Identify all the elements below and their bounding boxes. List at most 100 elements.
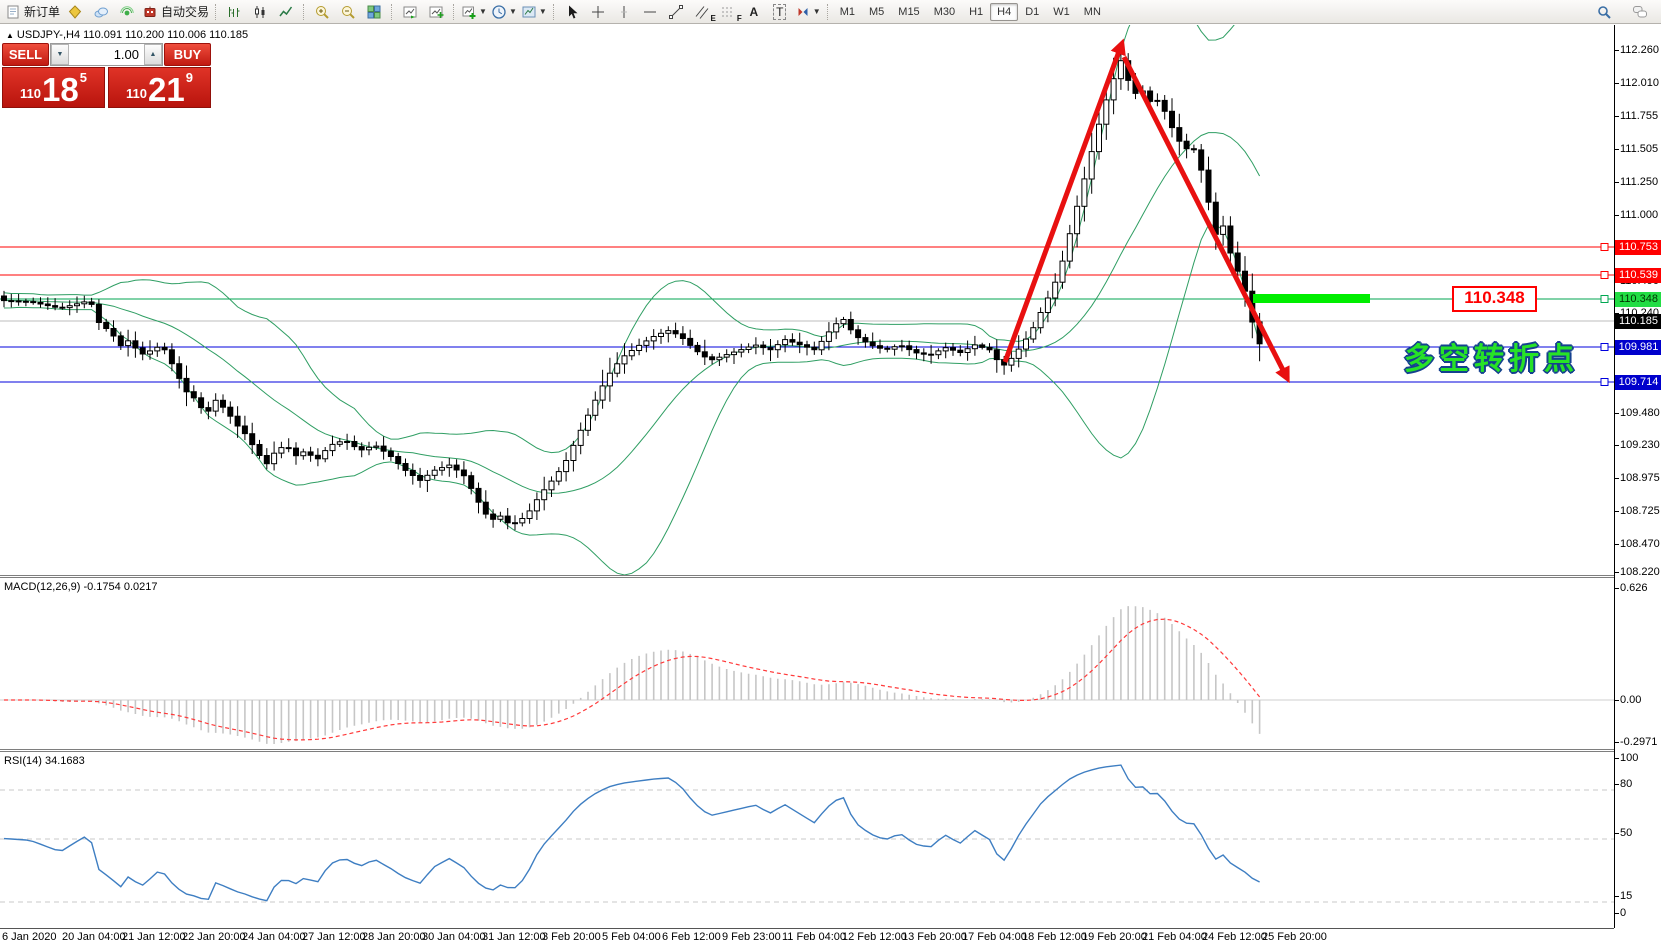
price-badge-109.981: 109.981 <box>1615 339 1661 355</box>
price-tick-dash <box>1614 215 1619 216</box>
rsi-tick-dash <box>1614 913 1619 914</box>
rsi-tick: 0 <box>1620 907 1627 919</box>
macd-separator[interactable] <box>0 575 1614 576</box>
macd-tick-dash <box>1614 588 1619 589</box>
autotrading-button[interactable]: 自动交易 <box>140 2 211 22</box>
rsi-tick-dash <box>1614 784 1619 785</box>
main-chart[interactable] <box>0 25 1614 576</box>
crosshair-button[interactable] <box>585 2 611 22</box>
buy-price-button[interactable]: 110 21 9 <box>108 67 211 108</box>
tf-m5-label: M5 <box>869 5 885 18</box>
time-label: 27 Jan 12:00 <box>302 931 366 943</box>
line-chart-button[interactable] <box>273 2 299 22</box>
tf-w1[interactable]: W1 <box>1046 3 1077 21</box>
price-tick: 108.470 <box>1620 538 1660 550</box>
time-label: 6 Jan 2020 <box>2 931 57 943</box>
periods-button-dropdown-icon[interactable]: ▼ <box>508 7 517 16</box>
trendline-button[interactable] <box>663 2 689 22</box>
volume-box: ▼ ▲ <box>50 43 163 66</box>
time-label: 28 Jan 20:00 <box>362 931 426 943</box>
sell-button[interactable]: SELL <box>2 43 49 66</box>
zoom-out-button[interactable] <box>335 2 361 22</box>
price-tick: 108.975 <box>1620 472 1660 484</box>
chat-button[interactable] <box>1627 2 1653 22</box>
tf-m30-label: M30 <box>933 5 956 18</box>
templates-button[interactable]: ▼ <box>519 2 549 22</box>
market-depth-icon[interactable] <box>62 2 88 22</box>
time-label: 5 Feb 04:00 <box>602 931 661 943</box>
new-order-button[interactable]: 新订单 <box>3 2 62 22</box>
zoom-in-button[interactable] <box>309 2 335 22</box>
tf-m1[interactable]: M1 <box>833 3 862 21</box>
time-label: 13 Feb 20:00 <box>902 931 967 943</box>
cursor-button[interactable] <box>559 2 585 22</box>
price-badge-110.753: 110.753 <box>1615 239 1661 255</box>
volume-decrease-button[interactable]: ▼ <box>51 44 69 65</box>
time-axis-border <box>0 928 1614 929</box>
periods-button[interactable]: ▼ <box>489 2 519 22</box>
volume-increase-button[interactable]: ▲ <box>144 44 162 65</box>
one-click-trade-panel: SELL ▼ ▲ BUY 110 18 5 110 21 9 <box>2 43 211 108</box>
tf-w1-label: W1 <box>1053 5 1070 18</box>
symbol-info: ▲ USDJPY-,H4 110.091 110.200 110.006 110.… <box>6 29 248 41</box>
toolbar-separator <box>552 3 555 20</box>
time-label: 22 Jan 20:00 <box>182 931 246 943</box>
price-tick: 111.505 <box>1620 143 1659 155</box>
tf-h1[interactable]: H1 <box>962 3 990 21</box>
rsi-separator[interactable] <box>0 749 1614 750</box>
templates-button-dropdown-icon[interactable]: ▼ <box>538 7 547 16</box>
time-label: 21 Feb 04:00 <box>1142 931 1207 943</box>
horizontal-line-button[interactable] <box>637 2 663 22</box>
time-label: 25 Feb 20:00 <box>1262 931 1327 943</box>
label-tool-button[interactable]: T <box>767 2 793 22</box>
community-icon[interactable] <box>88 2 114 22</box>
tf-m30[interactable]: M30 <box>927 3 962 21</box>
search-button[interactable] <box>1591 2 1617 22</box>
chinese-annotation[interactable]: 多空转折点 <box>1404 343 1579 376</box>
chart-shift-button[interactable] <box>423 2 449 22</box>
candle-chart-button[interactable] <box>247 2 273 22</box>
rsi-separator-2 <box>0 751 1614 752</box>
auto-scroll-button[interactable] <box>397 2 423 22</box>
fibonacci-button[interactable]: F <box>715 2 742 23</box>
tile-windows-button[interactable] <box>361 2 387 22</box>
price-tick: 111.250 <box>1620 176 1659 188</box>
buy-button[interactable]: BUY <box>164 43 211 66</box>
price-tick-dash <box>1614 50 1619 51</box>
price-badge-110.348: 110.348 <box>1615 291 1661 307</box>
price-tick-dash <box>1614 478 1619 479</box>
time-label: 11 Feb 04:00 <box>782 931 847 943</box>
price-badge-110.185: 110.185 <box>1615 313 1661 329</box>
symbol-ohlc-text: USDJPY-,H4 110.091 110.200 110.006 110.1… <box>16 29 249 41</box>
time-label: 3 Feb 20:00 <box>542 931 601 943</box>
tf-h4-label: H4 <box>997 5 1012 18</box>
tf-mn[interactable]: MN <box>1077 3 1108 21</box>
volume-input[interactable] <box>69 44 144 65</box>
arrows-button[interactable]: ▼ <box>793 2 823 22</box>
tf-d1[interactable]: D1 <box>1018 3 1046 21</box>
indicators-button[interactable]: ▼ <box>459 2 489 22</box>
symbol-marker-icon: ▲ <box>6 31 14 40</box>
sell-price-button[interactable]: 110 18 5 <box>2 67 105 108</box>
price-tick: 109.480 <box>1620 407 1660 419</box>
tf-m15[interactable]: M15 <box>891 3 926 21</box>
tf-m1-label: M1 <box>839 5 855 18</box>
tf-m5[interactable]: M5 <box>862 3 891 21</box>
price-annotation-box[interactable]: 110.348 <box>1452 286 1537 312</box>
rsi-tick-dash <box>1614 896 1619 897</box>
vertical-line-button[interactable] <box>611 2 637 22</box>
macd-label: MACD(12,26,9) -0.1754 0.0217 <box>4 581 158 593</box>
rsi-pane[interactable] <box>0 752 1614 928</box>
bar-chart-button[interactable] <box>221 2 247 22</box>
indicators-button-dropdown-icon[interactable]: ▼ <box>479 7 487 16</box>
macd-tick-dash <box>1614 700 1619 701</box>
text-tool-button[interactable]: A <box>741 2 767 22</box>
toolbar-separator <box>453 3 455 20</box>
channel-button[interactable]: E <box>689 2 716 23</box>
arrows-button-dropdown-icon[interactable]: ▼ <box>812 7 821 16</box>
tf-h4[interactable]: H4 <box>990 2 1019 21</box>
macd-pane[interactable] <box>0 578 1614 749</box>
sell-price-big: 18 <box>42 71 79 108</box>
signals-icon[interactable] <box>114 2 140 22</box>
